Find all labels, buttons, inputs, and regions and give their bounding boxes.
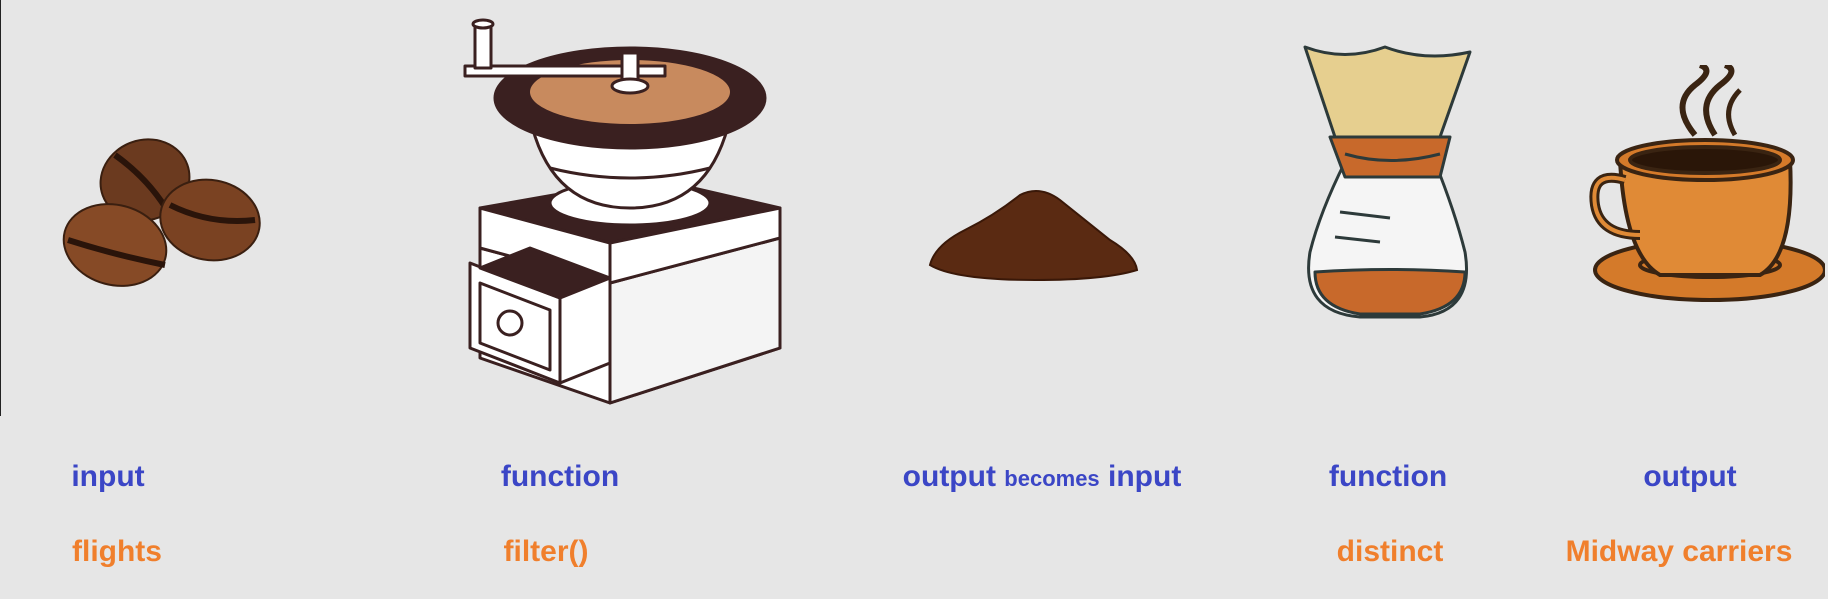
input-word: input	[1108, 460, 1182, 493]
step-3-role-label: output becomes input	[903, 459, 1182, 497]
step-1-example-label: flights	[72, 535, 162, 568]
step-2-role-label: function	[500, 460, 620, 493]
becomes-word: becomes	[1004, 466, 1100, 491]
step-5-example-label: Midway carriers	[1565, 535, 1793, 568]
step-4-role-label: function	[1328, 460, 1448, 493]
step-4-example-label: distinct	[1336, 535, 1444, 568]
step-2-example-label: filter()	[503, 535, 589, 568]
output-word: output	[902, 460, 996, 493]
ground-coffee-icon	[928, 190, 1139, 282]
coffee-cup-icon	[1589, 65, 1825, 302]
step-1-role-label: input	[71, 460, 145, 493]
pour-over-coffee-maker-icon	[1303, 45, 1472, 319]
coffee-beans-icon	[62, 138, 261, 287]
step-5-role-label: output	[1643, 460, 1737, 493]
left-edge-line	[0, 0, 1, 416]
coffee-grinder-icon	[463, 18, 782, 405]
